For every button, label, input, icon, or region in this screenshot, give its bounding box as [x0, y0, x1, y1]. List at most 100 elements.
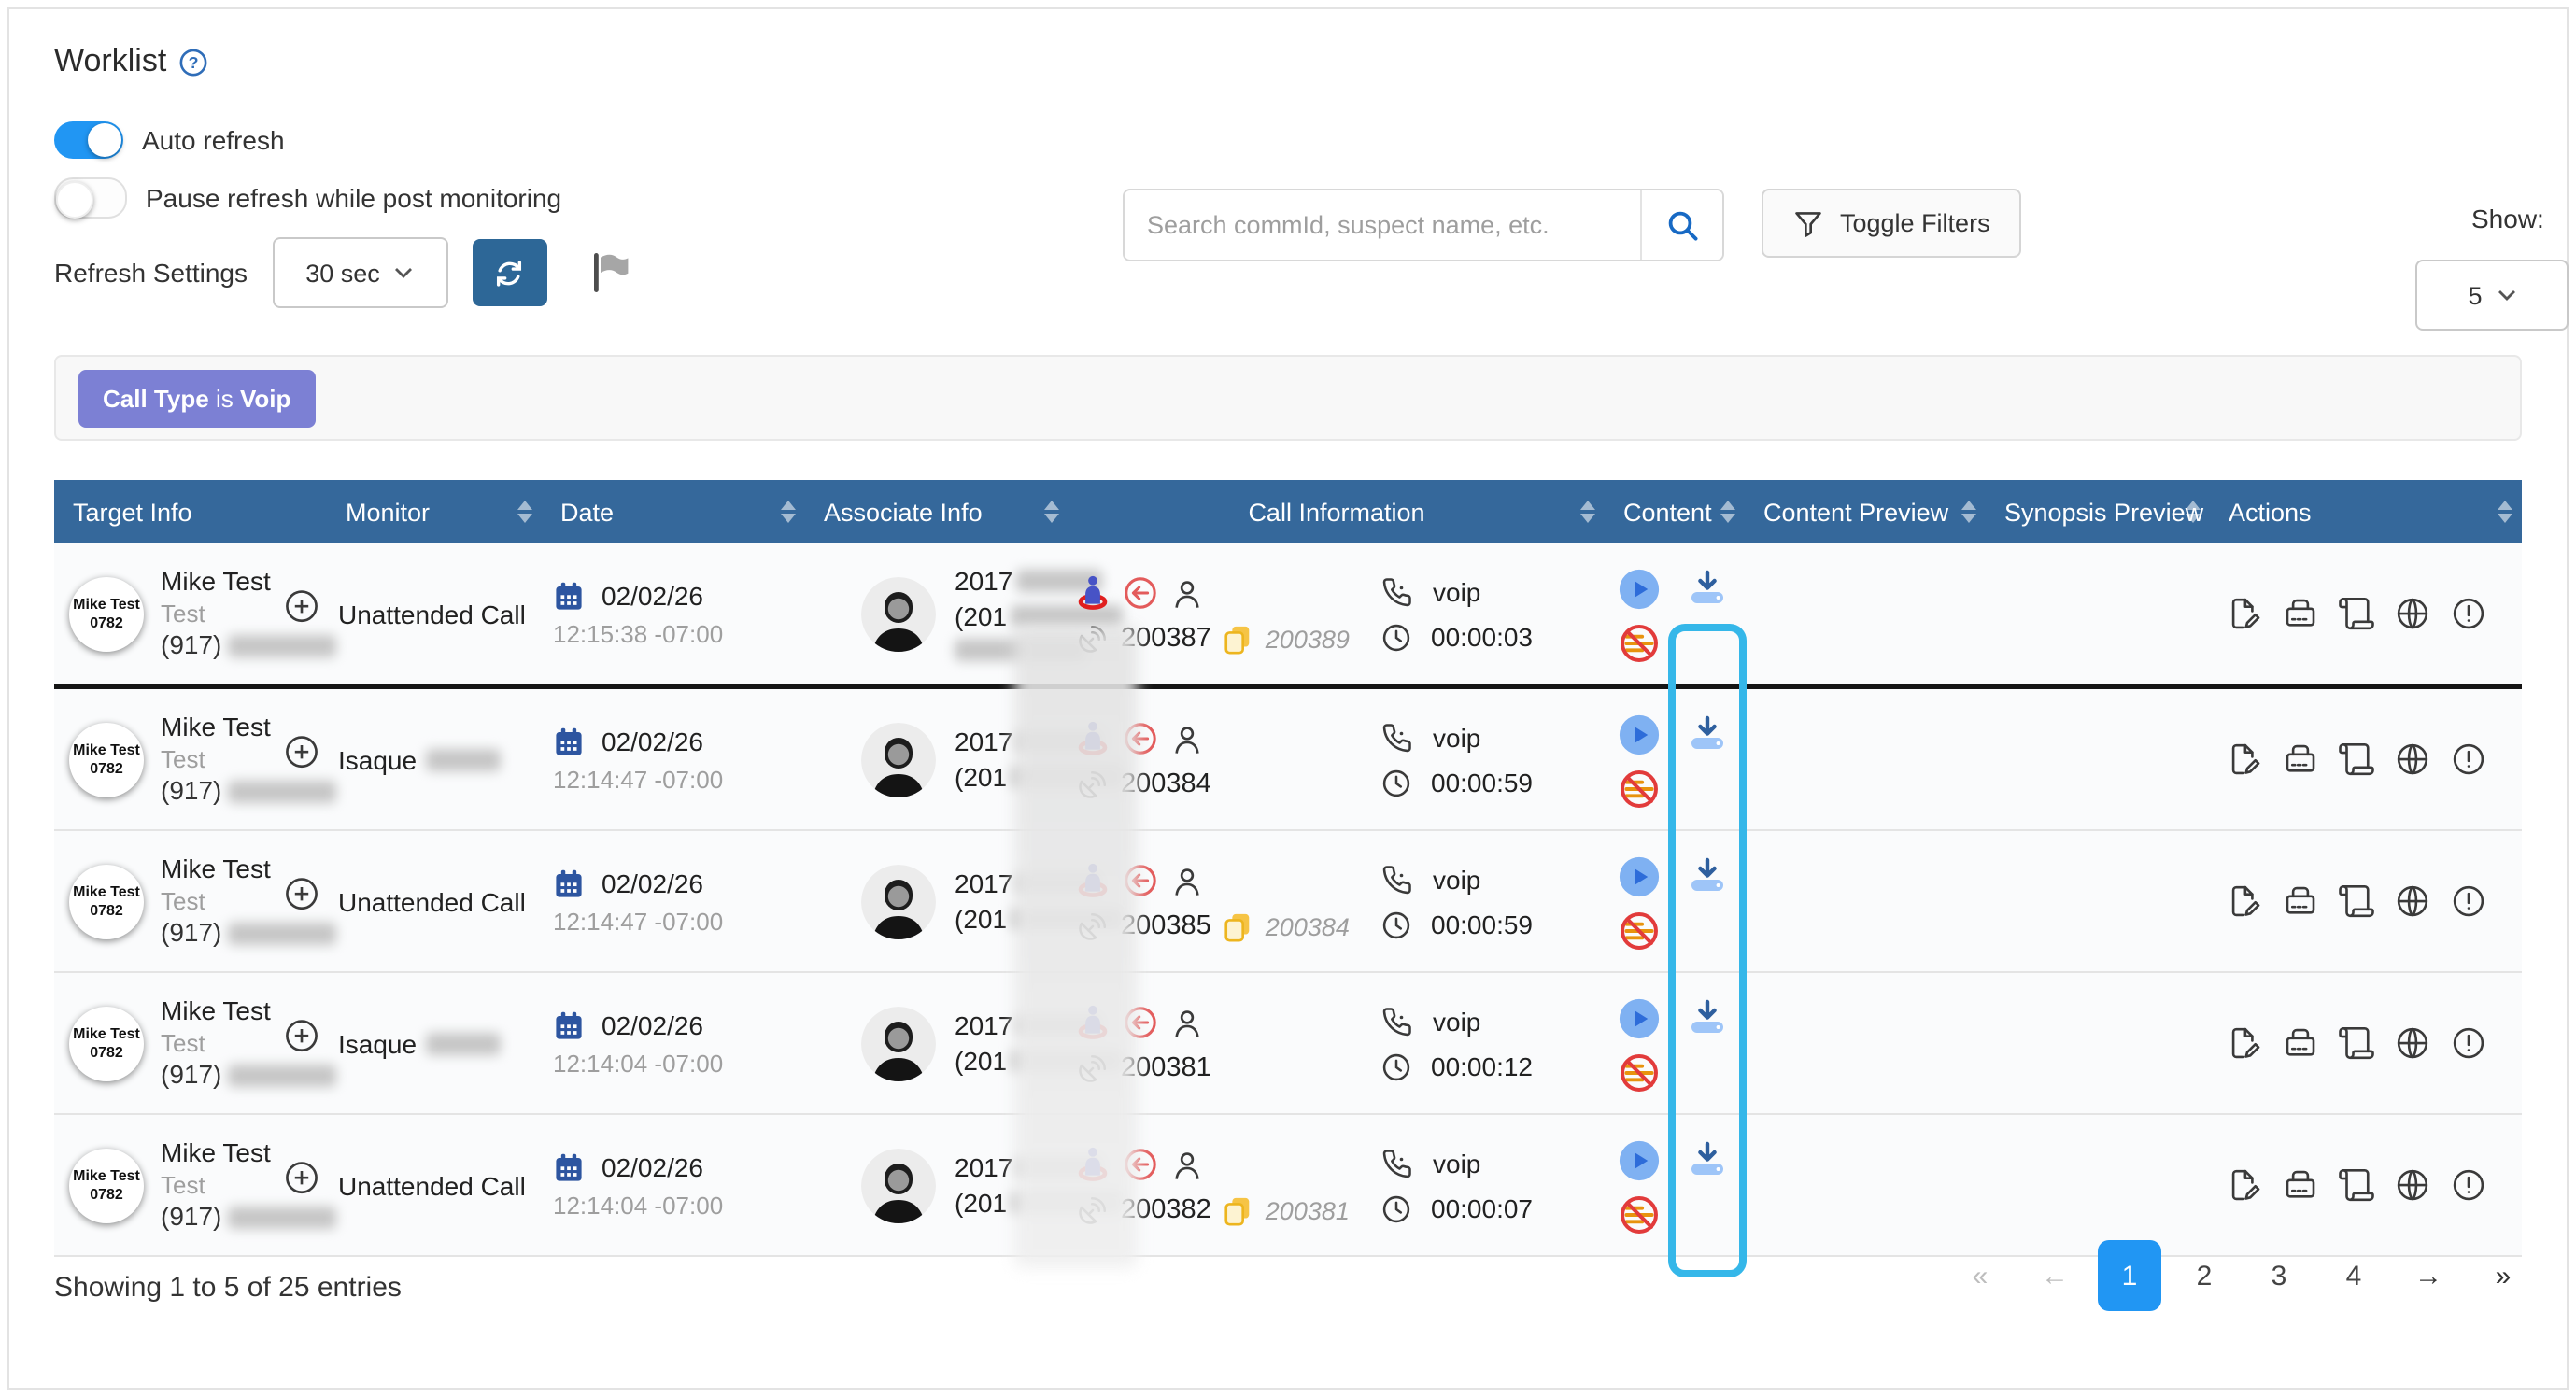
copy-icon[interactable]	[1223, 910, 1254, 942]
col-content-preview[interactable]: Content Preview	[1745, 480, 1986, 543]
globe-icon[interactable]	[2393, 594, 2432, 633]
call-type: voip	[1433, 1006, 1481, 1036]
toggle-filters-button[interactable]: Toggle Filters	[1762, 189, 2022, 258]
refresh-now-button[interactable]	[472, 239, 546, 306]
play-button[interactable]	[1618, 1139, 1661, 1192]
alert-icon[interactable]	[2449, 740, 2488, 779]
edit-note-icon[interactable]	[2225, 1023, 2264, 1063]
associate-avatar	[861, 722, 936, 797]
expand-plus-icon[interactable]	[284, 875, 319, 920]
pagination-page-2[interactable]: 2	[2196, 1260, 2213, 1291]
expand-plus-icon[interactable]	[284, 1159, 319, 1204]
filter-chip-call-type[interactable]: Call Type is Voip	[78, 369, 316, 427]
alert-icon[interactable]	[2449, 1165, 2488, 1205]
call-time: 12:15:38 -07:00	[553, 619, 724, 647]
globe-icon[interactable]	[2393, 882, 2432, 921]
redacted-text	[426, 1032, 502, 1054]
call-time: 12:14:47 -07:00	[553, 907, 724, 935]
target-avatar-badge: Mike Test 0782	[69, 864, 144, 938]
alert-icon[interactable]	[2449, 882, 2488, 921]
alert-icon[interactable]	[2449, 1023, 2488, 1063]
clock-icon	[1382, 910, 1410, 938]
synopsis-scroll-icon[interactable]	[2337, 882, 2376, 921]
pagination-last[interactable]: »	[2495, 1260, 2512, 1291]
download-button[interactable]	[1687, 1139, 1728, 1188]
sort-icon	[2186, 501, 2201, 523]
synopsis-scroll-icon[interactable]	[2337, 740, 2376, 779]
synopsis-scroll-icon[interactable]	[2337, 594, 2376, 633]
no-transcript-icon	[1618, 622, 1661, 674]
play-button[interactable]	[1618, 997, 1661, 1050]
target-avatar-badge: Mike Test 0782	[69, 1006, 144, 1080]
monitor-name: Isaque	[338, 1028, 418, 1058]
expand-plus-icon[interactable]	[284, 587, 319, 632]
pagination: « ← 1 2 3 4 → »	[1943, 1240, 2541, 1311]
incoming-call-icon	[1125, 577, 1156, 609]
col-synopsis-preview[interactable]: Synopsis Preview	[2004, 498, 2204, 526]
typewriter-icon[interactable]	[2281, 740, 2320, 779]
target-subtitle: Test	[161, 1171, 205, 1199]
incoming-call-icon	[1125, 1149, 1156, 1180]
table-row: Mike Test 0782 Mike Test Test (917) Unatt…	[54, 1115, 2522, 1257]
monitor-name: Isaque	[338, 744, 418, 774]
synopsis-preview-cell	[1986, 543, 2210, 684]
play-button[interactable]	[1618, 855, 1661, 908]
col-content[interactable]: Content	[1605, 480, 1745, 543]
pagination-next[interactable]: →	[2414, 1260, 2442, 1291]
expand-plus-icon[interactable]	[284, 733, 319, 778]
expand-plus-icon[interactable]	[284, 1017, 319, 1062]
search-input[interactable]	[1125, 190, 1640, 260]
table-row: Mike Test 0782 Mike Test Test (917) Unatt…	[54, 831, 2522, 973]
call-duration: 00:00:12	[1431, 1051, 1533, 1081]
person-outline-icon	[1175, 727, 1199, 754]
show-count-select[interactable]: 5	[2415, 260, 2569, 331]
edit-note-icon[interactable]	[2225, 594, 2264, 633]
globe-icon[interactable]	[2393, 1165, 2432, 1205]
globe-icon[interactable]	[2393, 740, 2432, 779]
download-button[interactable]	[1687, 568, 1728, 616]
call-date: 02/02/26	[602, 1010, 703, 1040]
play-button[interactable]	[1618, 713, 1661, 766]
target-speaker-icon	[1078, 1005, 1108, 1039]
synopsis-scroll-icon[interactable]	[2337, 1023, 2376, 1063]
satellite-dish-icon	[1079, 912, 1107, 940]
pagination-page-1[interactable]: 1	[2098, 1240, 2161, 1311]
col-monitor[interactable]: Monitor	[327, 480, 542, 543]
target-phone: (917)	[161, 1059, 336, 1091]
pagination-page-3[interactable]: 3	[2271, 1260, 2287, 1291]
target-speaker-icon	[1078, 1147, 1108, 1181]
col-associate-info[interactable]: Associate Info	[805, 480, 1069, 543]
auto-refresh-toggle[interactable]	[54, 121, 123, 159]
synopsis-scroll-icon[interactable]	[2337, 1165, 2376, 1205]
flag-icon[interactable]	[589, 252, 634, 293]
target-avatar-badge: Mike Test 0782	[69, 1148, 144, 1222]
download-button[interactable]	[1687, 713, 1728, 762]
pagination-prev[interactable]: ←	[2041, 1260, 2069, 1291]
col-call-information[interactable]: Call Information	[1069, 480, 1605, 543]
pause-refresh-toggle[interactable]	[54, 177, 127, 219]
edit-note-icon[interactable]	[2225, 882, 2264, 921]
globe-icon[interactable]	[2393, 1023, 2432, 1063]
search-button[interactable]	[1640, 190, 1722, 260]
refresh-interval-select[interactable]: 30 sec	[272, 237, 447, 308]
download-button[interactable]	[1687, 997, 1728, 1046]
typewriter-icon[interactable]	[2281, 1023, 2320, 1063]
pagination-first[interactable]: «	[1972, 1260, 1989, 1291]
copy-icon[interactable]	[1223, 1194, 1254, 1226]
edit-note-icon[interactable]	[2225, 740, 2264, 779]
typewriter-icon[interactable]	[2281, 882, 2320, 921]
play-button[interactable]	[1618, 568, 1661, 620]
download-button[interactable]	[1687, 855, 1728, 904]
chevron-down-icon	[2498, 290, 2515, 301]
alert-icon[interactable]	[2449, 594, 2488, 633]
col-date[interactable]: Date	[542, 480, 805, 543]
typewriter-icon[interactable]	[2281, 1165, 2320, 1205]
phone-icon	[1382, 1149, 1411, 1178]
edit-note-icon[interactable]	[2225, 1165, 2264, 1205]
person-outline-icon	[1175, 1010, 1199, 1037]
copy-icon[interactable]	[1223, 623, 1254, 655]
help-icon[interactable]: ?	[179, 48, 207, 76]
col-actions[interactable]: Actions	[2210, 480, 2522, 543]
typewriter-icon[interactable]	[2281, 594, 2320, 633]
pagination-page-4[interactable]: 4	[2345, 1260, 2362, 1291]
